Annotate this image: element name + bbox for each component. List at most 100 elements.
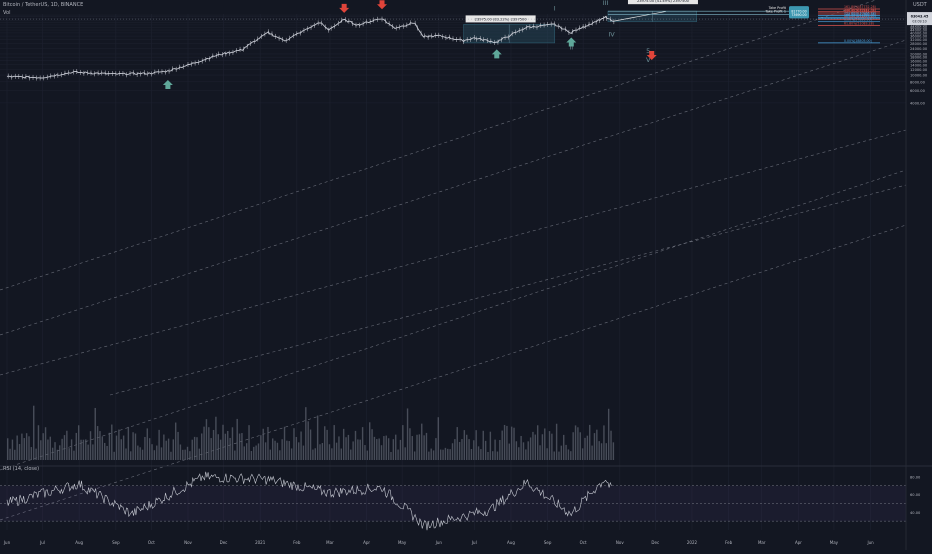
y-tick-label: 6000.00 — [910, 89, 926, 93]
volume-bar — [18, 444, 21, 460]
volume-bar — [186, 446, 189, 460]
volume-bar — [326, 429, 328, 460]
volume-bar — [125, 448, 127, 460]
volume-bar — [439, 449, 442, 460]
volume-bar — [489, 431, 492, 460]
volume-bar — [205, 419, 208, 460]
volume-bar — [184, 449, 186, 460]
volume-bar — [371, 429, 373, 460]
volume-bar — [120, 439, 122, 460]
volume-label: Vol — [3, 10, 11, 16]
x-tick-label: Feb — [293, 540, 301, 545]
volume-bar — [300, 431, 302, 460]
channel-line — [109, 184, 907, 396]
x-tick-label: 2021 — [255, 540, 266, 545]
rsi-tick-label: 80.00 — [910, 475, 921, 479]
volume-bar — [380, 445, 383, 460]
volume-bar — [193, 436, 196, 460]
x-tick-label: 2022 — [687, 540, 698, 545]
channel-line — [0, 129, 907, 376]
volume-bar — [560, 445, 563, 460]
volume-bar — [167, 438, 170, 460]
volume-bar — [402, 425, 404, 460]
x-tick-label: Feb — [725, 540, 733, 545]
volume-bar — [68, 448, 70, 460]
volume-bar — [44, 427, 47, 460]
volume-bar — [25, 433, 28, 460]
volume-bar — [503, 424, 506, 460]
current-price-label: 63043.45 — [911, 15, 929, 19]
y-tick-label: 32000.00 — [910, 38, 928, 42]
fib-label: 127.20%(74441.94) — [844, 10, 876, 14]
x-tick-label: Nov — [184, 540, 192, 545]
x-tick-label: Jun — [866, 540, 874, 545]
volume-bar — [392, 439, 395, 460]
y-tick-label: 52000.00 — [910, 23, 928, 27]
fib-label: 61.80%(51083.28) — [844, 21, 874, 25]
volume-bar — [290, 448, 293, 460]
volume-bar — [113, 451, 115, 460]
y-tick-label: 12000.00 — [910, 68, 928, 72]
volume-bar — [174, 422, 177, 460]
take-profit-label: Take Profit 1 — [764, 9, 786, 13]
volume-bar — [513, 427, 515, 460]
x-tick-label: Jun — [435, 540, 443, 545]
volume-bar — [139, 447, 141, 460]
volume-bar — [227, 430, 229, 460]
x-tick-label: Mar — [758, 540, 766, 545]
volume-bar — [494, 439, 496, 460]
volume-bar — [307, 421, 309, 460]
volume-bar — [399, 439, 402, 460]
volume-bar — [324, 426, 326, 460]
volume-bar — [584, 437, 586, 460]
volume-bar — [470, 449, 473, 460]
volume-bar — [435, 438, 437, 460]
volume-bar — [603, 425, 605, 460]
fib-label: 0.00%(57820.00) — [844, 18, 872, 22]
volume-bar — [600, 443, 603, 460]
rsi-tick-label: 40.00 — [910, 511, 921, 515]
volume-bar — [466, 434, 468, 460]
volume-bar — [522, 442, 525, 460]
volume-bar — [473, 440, 475, 460]
volume-bar — [196, 437, 198, 460]
volume-bar — [35, 448, 37, 460]
volume-bar — [508, 443, 510, 460]
volume-bar — [529, 437, 532, 460]
volume-bar — [499, 439, 501, 460]
volume-bar — [555, 423, 558, 460]
volume-bar — [321, 443, 324, 460]
volume-bar — [89, 431, 92, 460]
volume-bar — [565, 444, 567, 460]
volume-bar — [309, 429, 312, 460]
volume-bar — [447, 448, 449, 460]
volume-bar — [101, 436, 104, 460]
volume-bar — [236, 418, 238, 460]
volume-bar — [548, 431, 551, 460]
arrow-layer — [162, 0, 657, 90]
volume-bar — [49, 436, 51, 460]
volume-bar — [106, 445, 108, 460]
volume-bar — [579, 432, 581, 460]
volume-bar — [515, 441, 518, 460]
volume-bar — [137, 445, 139, 460]
volume-bar — [295, 436, 298, 460]
volume-bar — [406, 408, 409, 460]
take-profit-value: 81770.00 — [791, 10, 806, 14]
y-tick-label: 44000.00 — [910, 29, 928, 33]
wave-label: I — [554, 4, 556, 12]
volume-bar — [316, 415, 319, 460]
volume-bar — [421, 423, 423, 460]
buy-arrow-icon — [162, 80, 173, 90]
volume-bar — [395, 434, 397, 460]
volume-bar — [14, 449, 16, 460]
volume-bar — [520, 435, 522, 460]
volume-bar — [177, 431, 179, 460]
x-tick-label: Dec — [220, 540, 228, 545]
volume-bar — [229, 437, 231, 460]
volume-bar — [212, 429, 215, 460]
y-tick-label: 14000.00 — [910, 63, 928, 67]
volume-bar — [359, 439, 361, 460]
volume-bar — [496, 451, 499, 460]
